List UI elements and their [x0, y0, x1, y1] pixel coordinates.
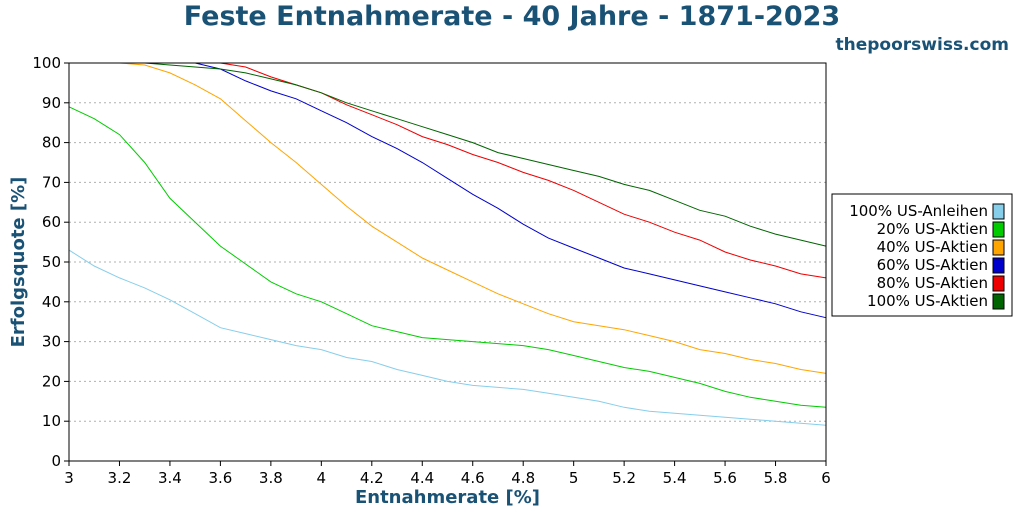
x-tick-label: 4.4	[410, 469, 434, 487]
x-tick-label: 3	[64, 469, 74, 487]
legend-swatch	[992, 257, 1005, 274]
y-tick-label: 10	[42, 412, 61, 430]
x-tick-label: 6	[821, 469, 831, 487]
y-axis: 0 10 20 30 40 50 60 70 80 90 100	[32, 54, 69, 470]
x-tick-label: 4.8	[511, 469, 535, 487]
series-line-1	[68, 106, 827, 408]
y-tick-label: 40	[42, 293, 61, 311]
x-axis-label: Entnahmerate [%]	[355, 487, 540, 508]
y-tick-label: 90	[42, 94, 61, 112]
series-lines	[68, 62, 827, 426]
legend-label: 40% US-Aktien	[877, 238, 988, 256]
x-tick-label: 4.6	[461, 469, 485, 487]
chart-subtitle: thepoorswiss.com	[836, 35, 1010, 55]
legend-box	[831, 193, 1013, 317]
legend-swatch	[992, 203, 1005, 220]
x-tick-label: 4	[317, 469, 327, 487]
x-tick-label: 5.6	[713, 469, 737, 487]
x-tick-label: 3.6	[208, 469, 232, 487]
legend-label: 20% US-Aktien	[877, 220, 988, 238]
x-tick-label: 5.4	[663, 469, 687, 487]
y-axis-label: Erfolgsquote [%]	[8, 177, 29, 348]
legend-label: 80% US-Aktien	[877, 274, 988, 292]
legend-label: 100% US-Anleihen	[849, 202, 988, 220]
grid	[69, 102, 826, 422]
series-line-0	[68, 249, 827, 426]
series-line-3	[69, 62, 827, 319]
series-line-4	[69, 62, 827, 279]
y-tick-label: 100	[32, 54, 61, 72]
legend-swatch	[992, 221, 1005, 238]
series-line-5	[69, 62, 827, 247]
legend-swatch	[992, 293, 1005, 310]
x-axis: 3 3.2 3.4 3.6 3.8 4 4.2 4.4 4.6 4.8 5 5.2 5.4 5.6 5.8 6	[64, 461, 831, 487]
legend-label: 60% US-Aktien	[877, 256, 988, 274]
x-tick-label: 4.2	[360, 469, 384, 487]
y-tick-label: 60	[42, 213, 61, 231]
legend-swatch	[992, 239, 1005, 256]
x-tick-label: 5.8	[764, 469, 788, 487]
x-tick-label: 5.2	[612, 469, 636, 487]
y-tick-label: 20	[42, 372, 61, 390]
y-tick-label: 0	[51, 452, 61, 470]
x-tick-label: 5	[569, 469, 579, 487]
x-tick-label: 3.2	[108, 469, 132, 487]
y-tick-label: 70	[42, 173, 61, 191]
x-tick-label: 3.8	[259, 469, 283, 487]
y-tick-label: 30	[42, 333, 61, 351]
series-line-2	[69, 62, 827, 374]
chart-title: Feste Entnahmerate - 40 Jahre - 1871-202…	[184, 1, 840, 32]
y-tick-label: 50	[42, 253, 61, 271]
legend-swatch	[992, 275, 1005, 292]
legend-label: 100% US-Aktien	[867, 292, 988, 310]
x-tick-label: 3.4	[158, 469, 182, 487]
plot-frame	[68, 62, 827, 462]
y-tick-label: 80	[42, 134, 61, 152]
